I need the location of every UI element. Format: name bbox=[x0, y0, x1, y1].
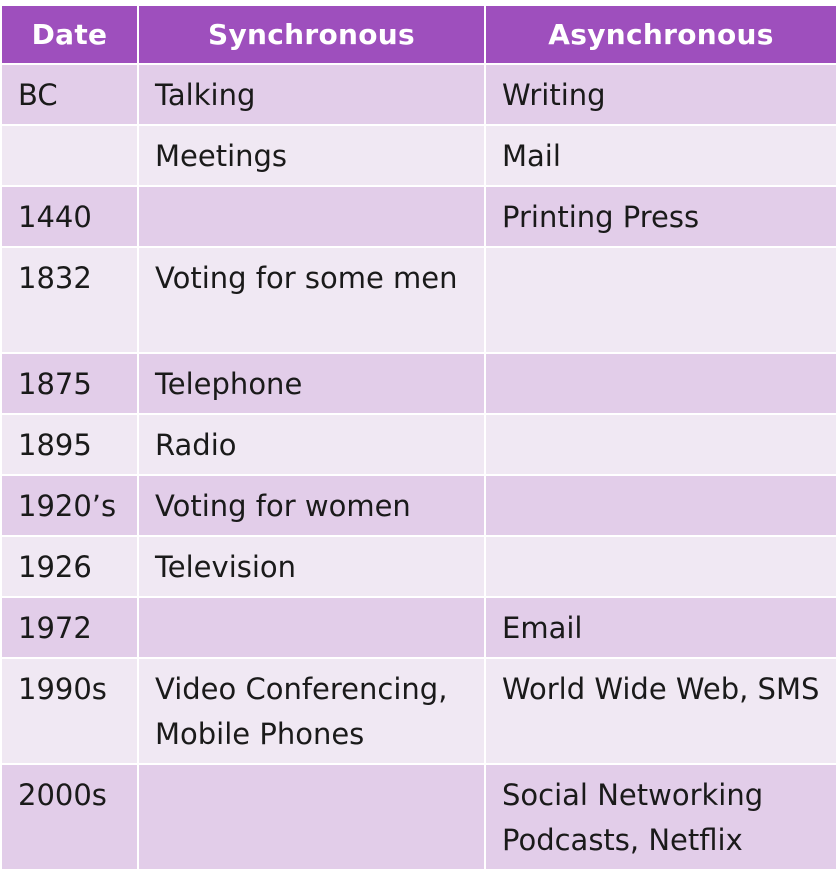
asynchronous-cell: Printing Press bbox=[484, 185, 838, 248]
synchronous-cell bbox=[137, 763, 486, 871]
header-asynchronous: Asynchronous bbox=[484, 4, 838, 65]
date-cell: 1895 bbox=[0, 413, 139, 476]
date-cell: 1972 bbox=[0, 596, 139, 659]
asynchronous-cell bbox=[484, 352, 838, 415]
table-row: 2000s Social Networking Podcasts, Netfli… bbox=[0, 763, 838, 871]
table-row: 1895 Radio bbox=[0, 413, 838, 476]
synchronous-cell: Voting for women bbox=[137, 474, 486, 537]
synchronous-cell bbox=[137, 596, 486, 659]
date-cell: 1440 bbox=[0, 185, 139, 248]
date-cell: 1926 bbox=[0, 535, 139, 598]
table-body: BC Talking Writing Meetings Mail 1440 Pr… bbox=[0, 63, 838, 871]
asynchronous-cell: Writing bbox=[484, 63, 838, 126]
asynchronous-cell: Email bbox=[484, 596, 838, 659]
table-row: 1440 Printing Press bbox=[0, 185, 838, 248]
date-cell: 2000s bbox=[0, 763, 139, 871]
synchronous-cell: Talking bbox=[137, 63, 486, 126]
table-row: 1920’s Voting for women bbox=[0, 474, 838, 537]
table-row: 1875 Telephone bbox=[0, 352, 838, 415]
header-row: Date Synchronous Asynchronous bbox=[0, 4, 838, 65]
date-cell: 1832 bbox=[0, 246, 139, 354]
synchronous-cell: Video Conferencing, Mobile Phones bbox=[137, 657, 486, 765]
table-header: Date Synchronous Asynchronous bbox=[0, 4, 838, 65]
date-cell: BC bbox=[0, 63, 139, 126]
table-row: 1926 Television bbox=[0, 535, 838, 598]
date-cell: 1920’s bbox=[0, 474, 139, 537]
asynchronous-cell: Mail bbox=[484, 124, 838, 187]
synchronous-cell: Telephone bbox=[137, 352, 486, 415]
asynchronous-cell: Social Networking Podcasts, Netflix bbox=[484, 763, 838, 871]
synchronous-cell: Voting for some men bbox=[137, 246, 486, 354]
date-cell bbox=[0, 124, 139, 187]
synchronous-cell bbox=[137, 185, 486, 248]
timeline-table-container: Date Synchronous Asynchronous BC Talking… bbox=[0, 4, 838, 871]
asynchronous-cell bbox=[484, 535, 838, 598]
table-row: 1990s Video Conferencing, Mobile Phones … bbox=[0, 657, 838, 765]
table-row: 1832 Voting for some men bbox=[0, 246, 838, 354]
date-cell: 1875 bbox=[0, 352, 139, 415]
synchronous-cell: Radio bbox=[137, 413, 486, 476]
table-row: BC Talking Writing bbox=[0, 63, 838, 126]
synchronous-cell: Television bbox=[137, 535, 486, 598]
asynchronous-cell bbox=[484, 474, 838, 537]
table-row: 1972 Email bbox=[0, 596, 838, 659]
header-synchronous: Synchronous bbox=[137, 4, 486, 65]
header-date: Date bbox=[0, 4, 139, 65]
table-row: Meetings Mail bbox=[0, 124, 838, 187]
date-cell: 1990s bbox=[0, 657, 139, 765]
asynchronous-cell: World Wide Web, SMS bbox=[484, 657, 838, 765]
synchronous-cell: Meetings bbox=[137, 124, 486, 187]
asynchronous-cell bbox=[484, 246, 838, 354]
communication-timeline-table: Date Synchronous Asynchronous BC Talking… bbox=[0, 4, 838, 871]
asynchronous-cell bbox=[484, 413, 838, 476]
